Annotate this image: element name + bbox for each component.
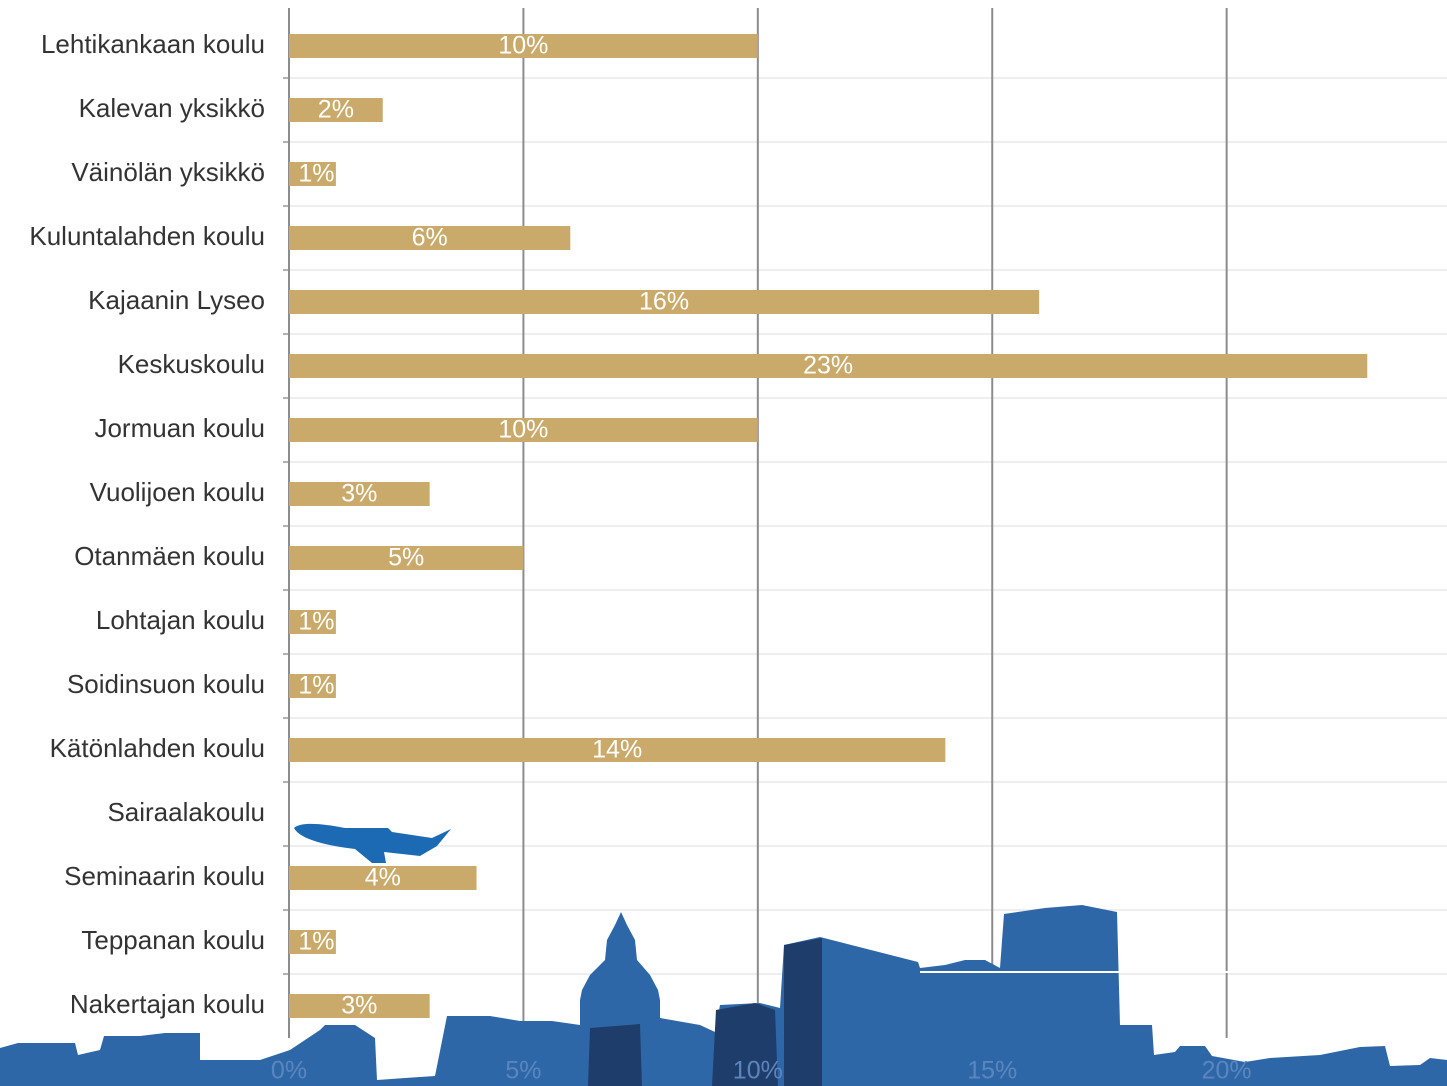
bar xyxy=(289,226,571,250)
skyline xyxy=(0,823,1447,1086)
category-label: Kätönlahden koulu xyxy=(50,733,265,763)
category-label: Soidinsuon koulu xyxy=(67,669,265,699)
category-label: Nakertajan koulu xyxy=(70,989,265,1019)
bar xyxy=(289,738,946,762)
value-label: 1% xyxy=(298,160,334,188)
category-label: Seminaarin koulu xyxy=(64,861,265,891)
category-label: Kajaanin Lyseo xyxy=(88,285,265,315)
value-label: 23% xyxy=(803,352,853,380)
value-label: 6% xyxy=(412,224,448,252)
value-label: 1% xyxy=(298,672,334,700)
category-label: Kalevan yksikkö xyxy=(79,93,265,123)
category-label: Väinölän yksikkö xyxy=(71,157,265,187)
value-label: 1% xyxy=(298,608,334,636)
x-tick-label: 20% xyxy=(1202,1057,1252,1085)
value-label: 14% xyxy=(592,736,642,764)
x-tick-label: 5% xyxy=(505,1057,541,1085)
value-label: 3% xyxy=(341,480,377,508)
bar xyxy=(289,994,430,1018)
category-label: Lehtikankaan koulu xyxy=(41,29,265,59)
bar xyxy=(289,418,758,442)
airplane xyxy=(294,823,451,863)
category-label: Jormuan koulu xyxy=(94,413,265,443)
category-label: Otanmäen koulu xyxy=(74,541,265,571)
category-label: Teppanan koulu xyxy=(81,925,265,955)
bar xyxy=(289,674,336,698)
skyline-dark xyxy=(588,1024,642,1086)
bar xyxy=(289,34,758,58)
bar xyxy=(289,98,383,122)
bar xyxy=(289,354,1368,378)
bar xyxy=(289,162,336,186)
category-label: Vuolijoen koulu xyxy=(90,477,265,507)
value-label: 2% xyxy=(318,96,354,124)
bar xyxy=(289,482,430,506)
skyline-dark xyxy=(712,1003,778,1086)
bar xyxy=(289,610,336,634)
category-label: Sairaalakoulu xyxy=(107,797,265,827)
bar xyxy=(289,930,336,954)
skyline-back xyxy=(0,905,1447,1086)
x-tick-label: 15% xyxy=(967,1057,1017,1085)
x-tick-label: 10% xyxy=(733,1057,783,1085)
plot: 0% 5% 10% 15% 20% Lehtikankaan koulu 10% Kaleva… xyxy=(29,29,1368,1085)
bar xyxy=(289,290,1040,314)
category-label: Kuluntalahden koulu xyxy=(29,221,265,251)
category-label: Lohtajan koulu xyxy=(96,605,265,635)
x-tick-label: 0% xyxy=(271,1057,307,1085)
value-label: 5% xyxy=(388,544,424,572)
bar xyxy=(289,866,477,890)
bar xyxy=(289,546,524,570)
value-label: 3% xyxy=(341,992,377,1020)
skyline-dark xyxy=(784,938,822,1086)
category-label: Keskuskoulu xyxy=(118,349,265,379)
value-label: 1% xyxy=(298,928,334,956)
value-label: 16% xyxy=(639,288,689,316)
value-label: 4% xyxy=(365,864,401,892)
value-label: 10% xyxy=(498,416,548,444)
value-label: 10% xyxy=(498,32,548,60)
